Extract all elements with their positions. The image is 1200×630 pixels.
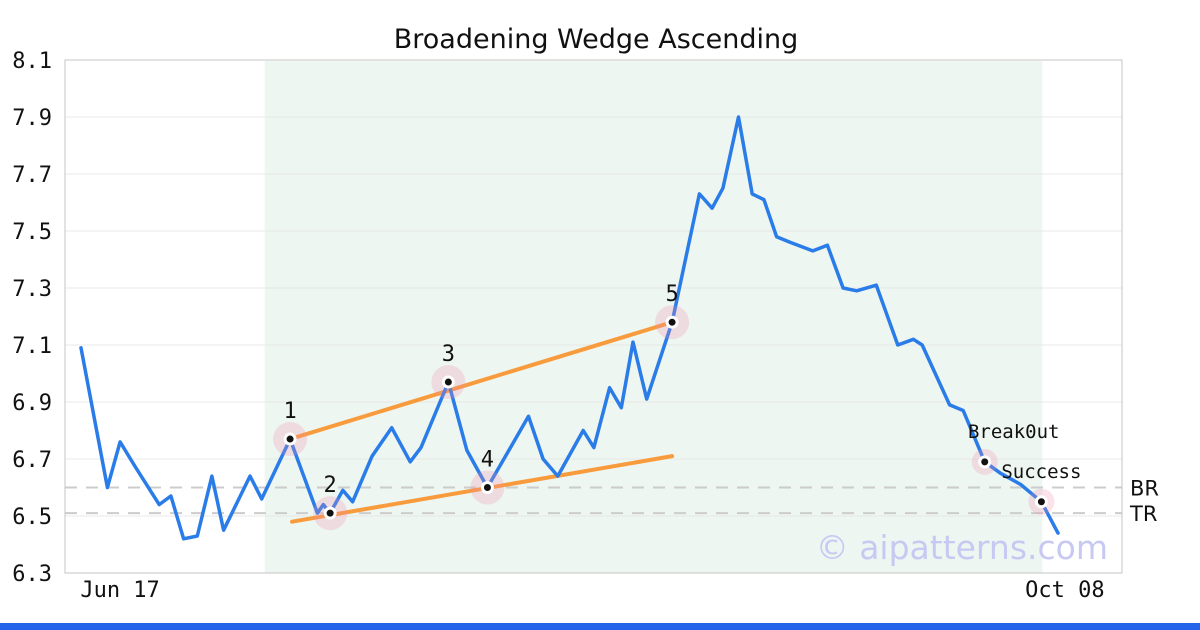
- x-tick-label: Jun 17: [80, 578, 159, 603]
- y-tick-label: 6.7: [12, 448, 52, 473]
- y-tick-label: 8.1: [12, 49, 52, 74]
- x-tick-label: Oct 08: [1025, 578, 1104, 603]
- pattern-region: [264, 61, 1043, 573]
- y-tick-label: 7.9: [12, 106, 52, 131]
- axis-labels-layer: 8.1 7.9 7.7 7.5 7.3 7.1 6.9 6.7 6.5 6.3 Jun 17 Oct …: [12, 49, 1159, 603]
- y-tick-label: 7.1: [12, 334, 52, 359]
- y-tick-label: 6.5: [12, 505, 52, 530]
- pattern-point-dot-3: [441, 375, 455, 389]
- plot-border: [64, 59, 1123, 574]
- watermark-text: © aipatterns.com: [816, 528, 1108, 567]
- pattern-point-dot-1: [283, 432, 297, 446]
- pattern-point-dot-5: [665, 315, 679, 329]
- y-tick-label: 6.9: [12, 391, 52, 416]
- level-lines-layer: [65, 486, 1122, 515]
- y-tick-label: 7.3: [12, 277, 52, 302]
- pattern-points-layer: 1 2 3 4 5 Break0ut Success: [273, 282, 1081, 531]
- success-label: Success: [1001, 461, 1081, 483]
- y-tick-label: 7.5: [12, 220, 52, 245]
- chart-title: Broadening Wedge Ascending: [394, 24, 799, 55]
- level-label-tr: TR: [1129, 502, 1157, 526]
- pattern-point-label-1: 1: [283, 399, 296, 424]
- pattern-point-dot-2: [323, 506, 337, 520]
- pattern-region-layer: [264, 61, 1043, 573]
- price-series-line: [79, 115, 1060, 541]
- bottom-accent-bar: [0, 623, 1200, 630]
- y-tick-label: 7.7: [12, 163, 52, 188]
- pattern-point-label-3: 3: [442, 342, 455, 367]
- pattern-point-label-4: 4: [481, 448, 494, 473]
- plot-border-layer: [64, 59, 1123, 574]
- pattern-point-dot-4: [480, 481, 494, 494]
- breakut-label: Break0ut: [968, 421, 1060, 443]
- watermark-layer: © aipatterns.com: [816, 528, 1108, 567]
- level-label-br: BR: [1130, 477, 1159, 501]
- pattern-point-label-5: 5: [665, 282, 678, 307]
- breakut-dot: [978, 455, 992, 469]
- success-dot: [1034, 495, 1048, 509]
- series-layer: [79, 115, 1060, 541]
- y-tick-label: 6.3: [12, 562, 52, 587]
- trendline-upper: [288, 320, 675, 442]
- pattern-point-label-2: 2: [324, 473, 337, 498]
